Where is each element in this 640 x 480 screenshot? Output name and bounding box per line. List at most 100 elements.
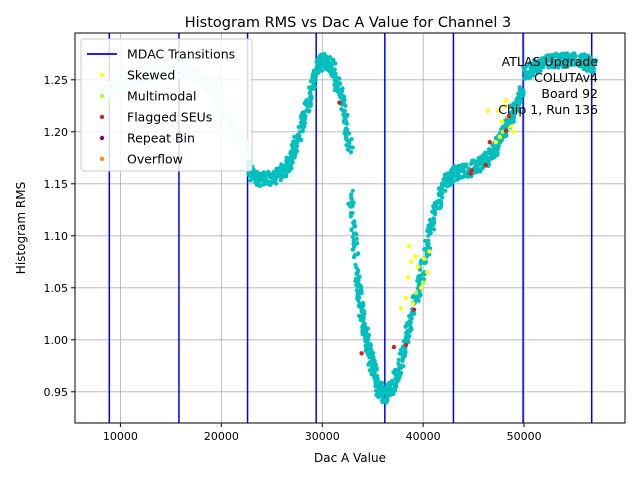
data-point [354, 283, 359, 288]
legend-label: MDAC Transitions [127, 47, 235, 62]
y-tick-label: 0.95 [44, 386, 69, 399]
data-point [391, 391, 396, 396]
skewed-point [495, 108, 501, 114]
legend-label: Flagged SEUs [127, 110, 212, 125]
flagged-seu-point [337, 100, 342, 105]
data-point [302, 120, 307, 125]
data-point [400, 358, 405, 364]
data-point [341, 97, 346, 102]
data-point [445, 173, 450, 178]
data-point [565, 51, 570, 56]
data-point [426, 233, 431, 238]
data-point [426, 238, 431, 243]
legend-dot-marker [99, 114, 105, 120]
data-point [350, 234, 355, 240]
data-point [517, 87, 522, 92]
data-point [396, 357, 401, 362]
data-point [269, 181, 274, 186]
data-point [407, 319, 412, 324]
multimodal-point [413, 290, 419, 296]
x-tick-label: 50000 [507, 430, 542, 443]
data-point [518, 96, 523, 101]
data-point [277, 168, 282, 174]
skewed-point [421, 256, 427, 261]
skewed-point [405, 275, 411, 280]
legend-dot-marker [99, 72, 105, 78]
data-point [517, 108, 522, 114]
data-point [478, 169, 483, 174]
data-point [303, 99, 308, 104]
data-point [333, 78, 338, 83]
data-point [371, 355, 376, 360]
data-point [412, 311, 417, 316]
legend-label: Skewed [127, 68, 175, 83]
data-point [348, 214, 353, 219]
flagged-seu-point [487, 140, 492, 145]
data-point [416, 282, 421, 288]
flagged-seu-point [506, 114, 512, 119]
data-point [299, 137, 304, 142]
data-point [489, 156, 494, 161]
data-point [525, 74, 530, 79]
legend-label: Overflow [127, 152, 183, 167]
data-point [355, 241, 360, 246]
data-point [435, 200, 440, 205]
data-point [586, 63, 591, 68]
flagged-seu-point [359, 351, 364, 356]
data-point [519, 91, 524, 96]
data-point [343, 116, 348, 121]
data-point [512, 111, 518, 117]
data-point [323, 66, 328, 71]
data-point [367, 353, 372, 358]
data-point [556, 52, 562, 58]
data-point [564, 59, 570, 64]
skewed-point [510, 129, 516, 134]
data-point [342, 108, 347, 113]
data-point [261, 170, 266, 175]
skewed-point [408, 259, 414, 264]
data-point [262, 178, 268, 183]
data-point [297, 129, 302, 134]
data-point [307, 90, 312, 95]
data-point [278, 178, 283, 183]
data-point [356, 278, 361, 283]
data-point [350, 203, 355, 208]
data-point [296, 134, 301, 139]
data-point [395, 369, 401, 374]
data-point [348, 150, 354, 155]
plot-frame [74, 32, 626, 424]
data-point [307, 108, 312, 113]
y-axis-label: Histogram RMS [14, 182, 28, 274]
data-point [250, 174, 255, 179]
data-point [352, 224, 357, 229]
data-point [405, 332, 410, 338]
data-point [333, 61, 338, 66]
data-point [351, 255, 357, 260]
skewed-point [418, 285, 424, 290]
data-point [279, 173, 284, 178]
data-point [390, 387, 395, 392]
annotation-line-4: Chip 1, Run 136 [498, 102, 598, 117]
flag-points [337, 98, 516, 356]
legend-dot-marker [99, 93, 105, 99]
data-point [406, 339, 411, 345]
data-point [421, 277, 427, 282]
data-point [349, 137, 354, 142]
data-point [350, 188, 355, 193]
data-point [292, 134, 297, 139]
x-tick-label: 20000 [204, 430, 239, 443]
skewed-point [502, 103, 508, 109]
data-point [340, 86, 345, 91]
data-point [362, 311, 367, 316]
flagged-seu-point [503, 128, 509, 133]
data-point [451, 178, 456, 184]
data-point [351, 238, 356, 243]
data-point [427, 230, 432, 235]
data-point [593, 60, 598, 66]
data-point [433, 212, 438, 217]
skewed-point [503, 98, 509, 103]
data-point [357, 302, 362, 307]
data-point [351, 200, 356, 205]
data-point [397, 351, 402, 356]
data-point [372, 371, 377, 376]
